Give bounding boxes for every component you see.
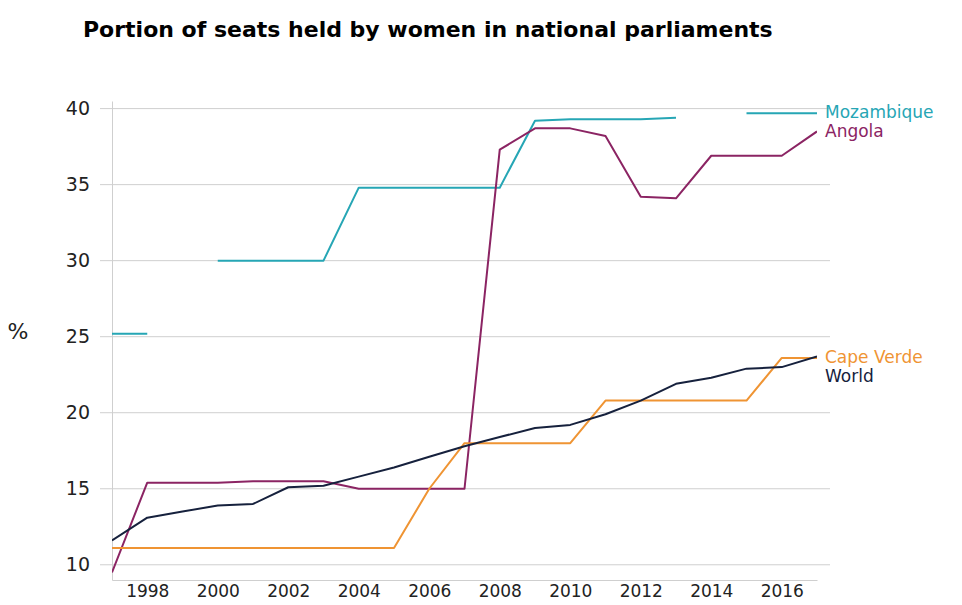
y-tick-label: 35 — [66, 173, 90, 195]
series-line — [112, 358, 817, 548]
legend-label: Cape Verde — [825, 347, 923, 367]
series-line — [112, 356, 817, 540]
x-tick-label: 2010 — [549, 581, 592, 601]
y-tick: 30 — [66, 249, 112, 271]
x-tick-label: 2012 — [620, 581, 663, 601]
title: Portion of seats held by women in nation… — [83, 17, 773, 42]
x-tick: 2012 — [620, 580, 663, 601]
grid-line — [100, 564, 830, 565]
series-line — [112, 128, 817, 572]
x-tick: 2008 — [479, 580, 522, 601]
chart: Portion of seats held by women in nation… — [0, 0, 962, 605]
x-tick: 2002 — [267, 580, 310, 601]
x-tick: 1998 — [126, 580, 169, 601]
y-axis-line — [112, 102, 113, 581]
y-tick-label: 20 — [66, 401, 90, 423]
y-tick-label: 25 — [66, 325, 90, 347]
y-tick: 35 — [66, 173, 112, 195]
x-tick-label: 2002 — [267, 581, 310, 601]
y-tick-label: 15 — [66, 477, 90, 499]
x-tick-label: 2016 — [761, 581, 804, 601]
y-tick-label: 40 — [66, 97, 90, 119]
legend-label: Mozambique — [825, 102, 934, 122]
y-tick: 40 — [66, 97, 112, 119]
y-tick-label: 10 — [66, 553, 90, 575]
x-tick: 2016 — [761, 580, 804, 601]
y-tick: 25 — [66, 325, 112, 347]
x-tick-label: 2008 — [479, 581, 522, 601]
y-tick: 10 — [66, 553, 112, 575]
x-tick: 2010 — [549, 580, 592, 601]
grid-line — [100, 336, 830, 337]
x-tick: 2014 — [690, 580, 733, 601]
x-tick-label: 2014 — [690, 581, 733, 601]
y-tick-label: 30 — [66, 249, 90, 271]
y-axis: 10 15 20 25 30 35 40 — [66, 97, 113, 580]
y-tick: 20 — [66, 401, 112, 423]
x-tick: 2006 — [408, 580, 451, 601]
x-tick-label: 2004 — [338, 581, 381, 601]
legend: MozambiqueAngola Cape VerdeWorld — [825, 102, 934, 386]
y-tick: 15 — [66, 477, 112, 499]
grid-line — [100, 260, 830, 261]
series-line — [112, 113, 817, 333]
x-tick-label: 2000 — [197, 581, 240, 601]
x-tick-label: 1998 — [126, 581, 169, 601]
lines — [112, 113, 817, 572]
legend-label: Angola — [825, 121, 884, 141]
x-tick: 2000 — [197, 580, 240, 601]
x-tick: 2004 — [338, 580, 381, 601]
x-axis: 1998 2000 2002 2004 2006 2008 2010 2012 2014 2016 — [113, 580, 818, 601]
grid — [100, 109, 830, 565]
x-tick-label: 2006 — [408, 581, 451, 601]
legend-label: World — [825, 366, 874, 386]
grid-line — [100, 184, 830, 185]
y-axis-title: % — [8, 319, 29, 344]
grid-line — [100, 108, 830, 109]
grid-line — [100, 412, 830, 413]
